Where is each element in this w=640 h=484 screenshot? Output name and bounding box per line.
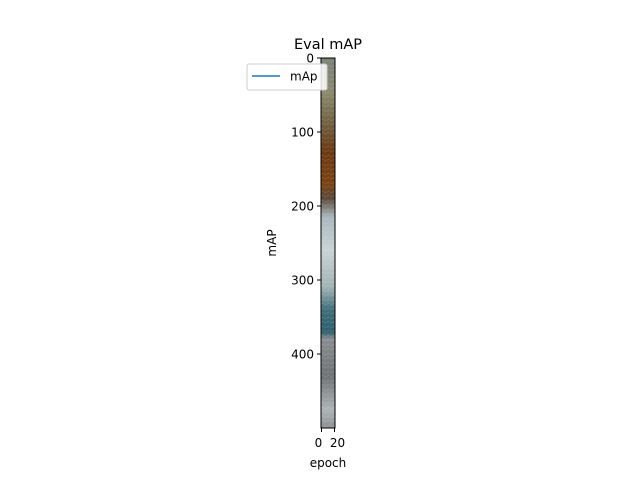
x-axis: 0 20	[315, 428, 345, 450]
y-tick-label: 100	[291, 126, 314, 140]
y-tick-label: 300	[291, 274, 314, 288]
legend: mAp	[246, 63, 328, 91]
axes-frame	[320, 57, 336, 429]
x-tick-label: 20	[330, 436, 345, 450]
image-strip-texture	[321, 58, 335, 428]
x-tick-label: 0	[315, 436, 323, 450]
legend-box	[246, 63, 328, 91]
x-axis-label: epoch	[310, 456, 347, 470]
y-tick-label: 400	[291, 348, 314, 362]
y-axis: 0 100 200 300 400	[291, 52, 321, 362]
y-axis-label: mAP	[265, 229, 279, 256]
chart-title: Eval mAP	[294, 37, 362, 53]
legend-label-mAp: mAp	[290, 70, 318, 84]
y-tick-label: 0	[306, 52, 314, 66]
y-tick-label: 200	[291, 200, 314, 214]
axes-background-image	[321, 58, 335, 428]
